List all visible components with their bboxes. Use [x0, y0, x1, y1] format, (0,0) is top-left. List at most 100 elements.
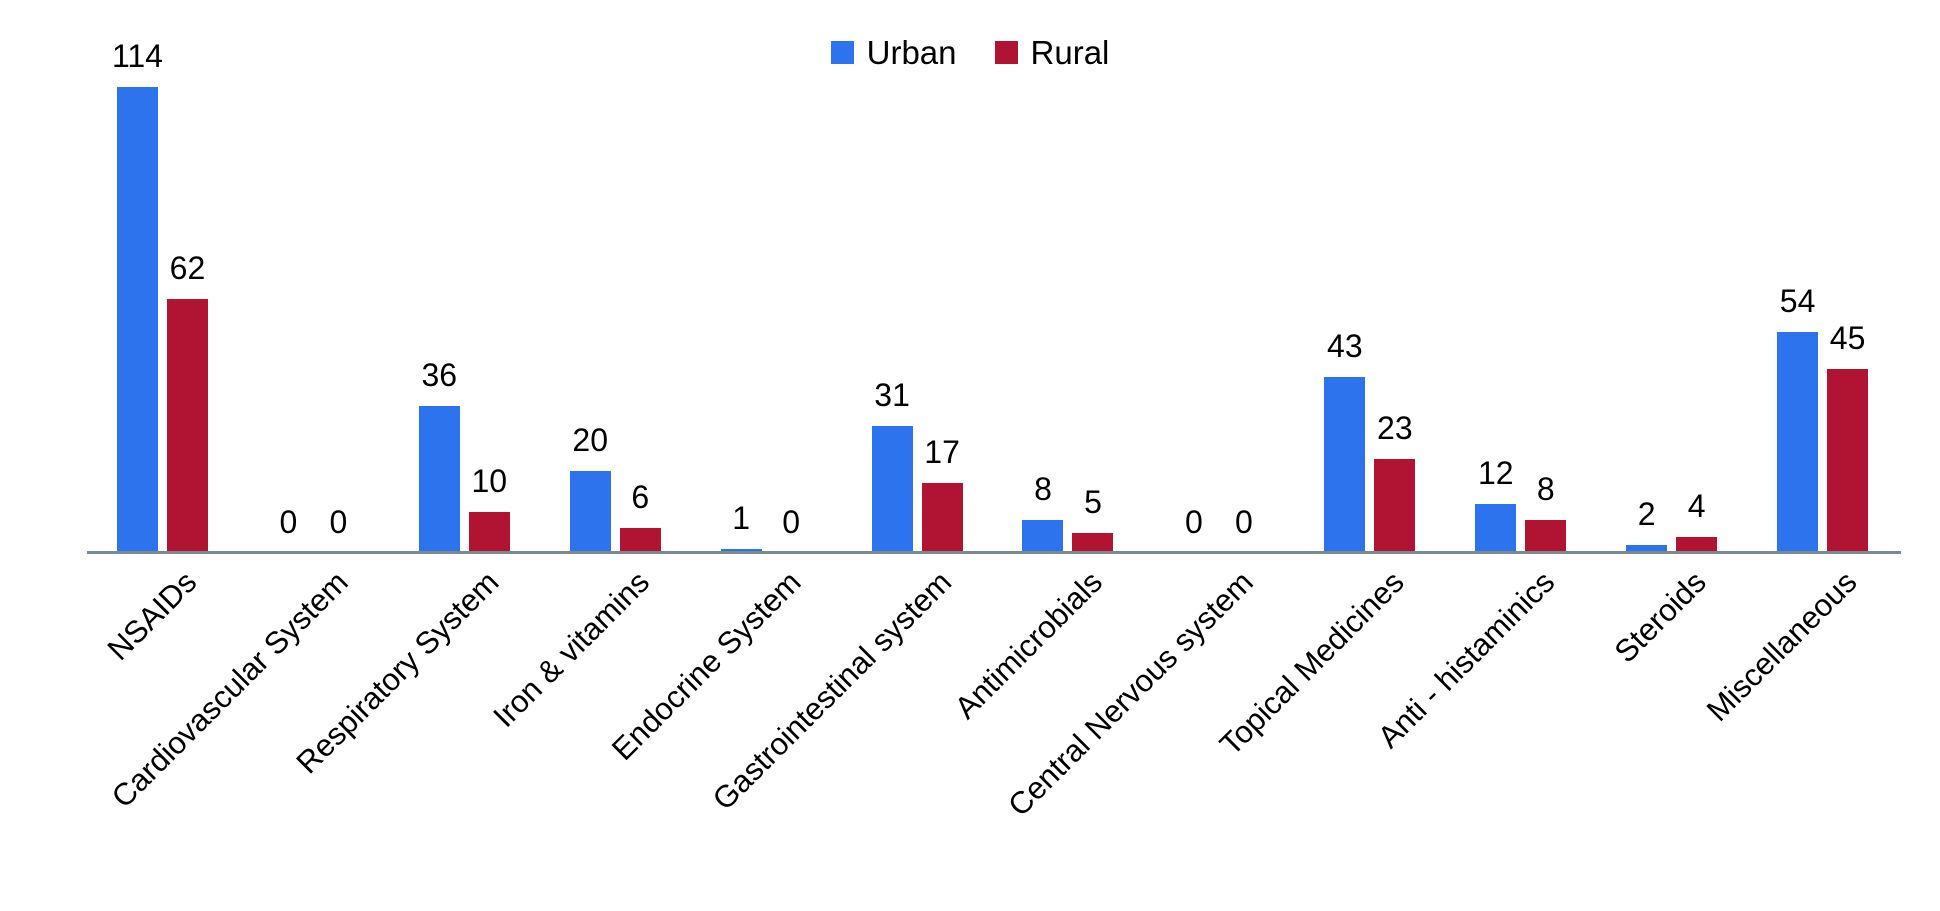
x-tick-label-nsaids: NSAIDs [100, 564, 204, 668]
legend-item-urban: Urban [830, 34, 957, 71]
bar-pair-gastrointestinal-system: 31 17 [871, 377, 963, 553]
bar-urban-respiratory-system [418, 406, 460, 553]
value-label-rural-nsaids: 62 [169, 250, 206, 287]
legend-label-urban: Urban [866, 34, 957, 71]
value-label-urban-cardiovascular-system: 0 [279, 504, 298, 541]
bar-slot-urban-cardiovascular-system: 0 [268, 506, 309, 553]
bar-rural-respiratory-system [468, 512, 510, 553]
bar-slot-rural-iron-vitamins: 6 [619, 481, 661, 553]
value-label-rural-cardiovascular-system: 0 [329, 504, 348, 541]
x-axis-line [87, 551, 1901, 554]
x-axis-labels: NSAIDs Cardiovascular System Respiratory S… [87, 553, 1898, 911]
value-label-rural-miscellaneous: 45 [1829, 320, 1866, 357]
value-label-urban-respiratory-system: 36 [421, 357, 458, 394]
bar-rural-iron-vitamins [619, 528, 661, 553]
value-label-rural-central-nervous-system: 0 [1235, 504, 1253, 541]
bar-rural-gastrointestinal-system [921, 483, 963, 553]
value-label-urban-antimicrobials: 8 [1034, 471, 1052, 508]
bar-slot-urban-central-nervous-system: 0 [1173, 506, 1214, 553]
value-label-rural-respiratory-system: 10 [471, 463, 508, 500]
bar-slot-urban-antimicrobials: 8 [1022, 471, 1064, 553]
value-label-urban-topical-medicines: 43 [1327, 328, 1363, 365]
value-label-urban-nsaids: 114 [111, 38, 163, 75]
bar-pair-topical-medicines: 43 23 [1324, 328, 1416, 553]
x-tick-label-iron-vitamins: Iron & vitamins [486, 564, 657, 735]
bar-pair-nsaids: 114 62 [112, 40, 208, 553]
value-label-urban-anti-histaminics: 12 [1477, 455, 1514, 492]
bar-pair-respiratory-system: 36 10 [418, 357, 510, 553]
bar-slot-rural-topical-medicines: 23 [1374, 410, 1416, 553]
bar-urban-miscellaneous [1777, 332, 1819, 553]
value-label-rural-antimicrobials: 5 [1084, 484, 1102, 521]
bar-slot-urban-endocrine-system: 1 [720, 500, 762, 553]
value-label-urban-central-nervous-system: 0 [1185, 504, 1203, 541]
value-label-urban-steroids: 2 [1637, 496, 1656, 533]
bar-rural-anti-histaminics [1525, 520, 1567, 553]
bar-pair-miscellaneous: 54 45 [1777, 283, 1869, 553]
value-label-rural-topical-medicines: 23 [1377, 410, 1413, 447]
bar-slot-urban-topical-medicines: 43 [1324, 328, 1366, 553]
rural-legend-swatch-icon [994, 41, 1018, 64]
value-label-rural-gastrointestinal-system: 17 [924, 434, 960, 471]
bar-rural-topical-medicines [1374, 459, 1416, 553]
bar-slot-rural-central-nervous-system: 0 [1223, 506, 1264, 553]
bar-group-anti-histaminics: 12 8 [1445, 25, 1596, 553]
plot-area: 114 62 0 0 36 10 20 6 1 0 31 17 8 5 0 0 43 23 12 8 2 4 54 45 [87, 25, 1898, 553]
x-tick-label-miscellaneous: Miscellaneous [1699, 564, 1864, 728]
bar-group-topical-medicines: 43 23 [1294, 25, 1445, 553]
x-tick-label-steroids: Steroids [1607, 564, 1713, 670]
value-label-rural-steroids: 4 [1687, 488, 1706, 525]
bar-slot-urban-steroids: 2 [1626, 496, 1668, 553]
bar-pair-anti-histaminics: 12 8 [1475, 455, 1567, 553]
bar-rural-steroids [1676, 537, 1718, 553]
bar-urban-topical-medicines [1324, 377, 1366, 553]
urban-legend-swatch-icon [830, 41, 854, 64]
bar-slot-urban-anti-histaminics: 12 [1475, 455, 1517, 553]
bar-slot-urban-iron-vitamins: 20 [569, 422, 611, 553]
value-label-rural-endocrine-system: 0 [782, 504, 801, 541]
bar-slot-urban-respiratory-system: 36 [418, 357, 460, 553]
value-label-urban-miscellaneous: 54 [1779, 283, 1816, 320]
bar-slot-urban-miscellaneous: 54 [1777, 283, 1819, 553]
bar-slot-rural-endocrine-system: 0 [771, 506, 812, 553]
bar-slot-rural-anti-histaminics: 8 [1525, 471, 1567, 553]
bar-slot-rural-steroids: 4 [1676, 488, 1718, 553]
value-label-rural-anti-histaminics: 8 [1536, 471, 1555, 508]
bar-urban-steroids [1626, 545, 1668, 553]
bar-slot-urban-nsaids: 114 [112, 40, 163, 553]
value-label-urban-endocrine-system: 1 [732, 500, 751, 537]
bar-group-respiratory-system: 36 10 [389, 25, 540, 553]
bar-slot-urban-gastrointestinal-system: 31 [871, 377, 913, 553]
bar-group-iron-vitamins: 20 6 [540, 25, 691, 553]
bar-group-nsaids: 114 62 [87, 25, 238, 553]
bar-urban-antimicrobials [1022, 520, 1064, 553]
x-tick-label-central-nervous-system: Central Nervous system [1001, 564, 1260, 823]
value-label-urban-gastrointestinal-system: 31 [874, 377, 910, 414]
bar-slot-rural-respiratory-system: 10 [468, 463, 510, 553]
bar-slot-rural-antimicrobials: 5 [1072, 484, 1114, 553]
bar-rural-miscellaneous [1827, 369, 1869, 553]
bar-group-gastrointestinal-system: 31 17 [842, 25, 993, 553]
bar-group-miscellaneous: 54 45 [1747, 25, 1898, 553]
bar-urban-anti-histaminics [1475, 504, 1517, 553]
bar-urban-iron-vitamins [569, 471, 611, 553]
chart-legend: Urban Rural [0, 36, 1940, 69]
value-label-urban-iron-vitamins: 20 [572, 422, 609, 459]
bar-urban-nsaids [116, 87, 158, 553]
bar-slot-rural-gastrointestinal-system: 17 [921, 434, 963, 553]
bar-pair-iron-vitamins: 20 6 [569, 422, 661, 553]
bar-slot-rural-miscellaneous: 45 [1827, 320, 1869, 553]
bar-slot-rural-cardiovascular-system: 0 [318, 506, 359, 553]
legend-item-rural: Rural [994, 36, 1109, 69]
